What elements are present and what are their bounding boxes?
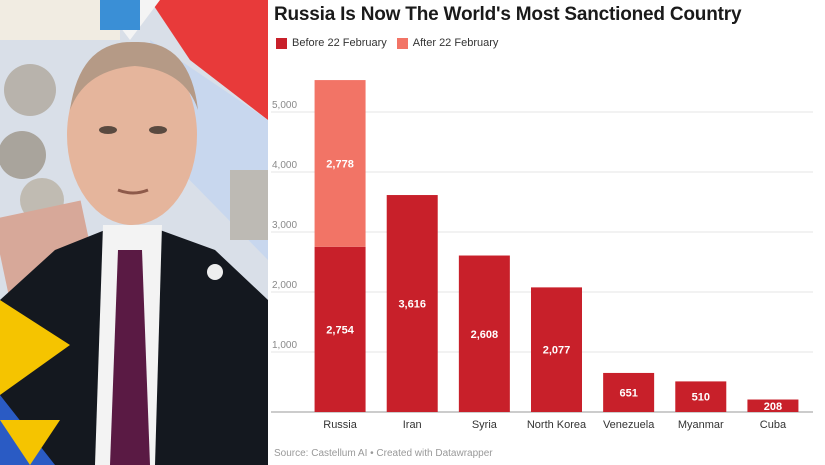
chart-title: Russia Is Now The World's Most Sanctione… <box>274 4 742 25</box>
legend-label-before: Before 22 February <box>292 37 387 49</box>
bar <box>386 195 438 412</box>
x-tick-label: Venezuela <box>603 419 655 431</box>
x-tick-label: Iran <box>403 419 422 431</box>
y-tick-label: 5,000 <box>272 100 297 111</box>
x-tick-label: Myanmar <box>678 419 724 431</box>
y-tick-label: 3,000 <box>272 220 297 231</box>
bar <box>458 255 510 412</box>
bar <box>314 246 366 412</box>
portrait-photo <box>0 0 268 465</box>
y-tick-label: 2,000 <box>272 280 297 291</box>
legend-item-before: Before 22 February <box>276 37 387 49</box>
bar-data-label: 2,608 <box>471 329 499 341</box>
legend-item-after: After 22 February <box>396 37 499 49</box>
bar <box>747 399 799 412</box>
bar-data-label: 2,778 <box>326 158 354 170</box>
bar-data-label: 2,077 <box>543 345 571 357</box>
legend: Before 22 February After 22 February <box>276 37 498 49</box>
bar-data-label: 2,754 <box>326 324 354 336</box>
legend-label-after: After 22 February <box>412 37 499 49</box>
x-tick-label: North Korea <box>527 419 587 431</box>
portrait-illustration <box>0 0 268 465</box>
bar-data-label: 3,616 <box>398 299 426 311</box>
legend-swatch-after <box>396 37 408 49</box>
y-tick-label: 1,000 <box>272 340 297 351</box>
bar <box>531 287 582 412</box>
bar-chart: 1,000 2,000 3,000 4,000 5,000 2,754 2,778 Russi… <box>271 80 813 431</box>
chart-panel: Russia Is Now The World's Most Sanctione… <box>268 0 825 465</box>
bar-data-label: 651 <box>619 387 637 399</box>
x-tick-label: Russia <box>323 419 358 431</box>
bar-data-label: 208 <box>764 401 782 413</box>
legend-swatch-before <box>276 37 287 49</box>
y-tick-label: 4,000 <box>272 160 297 171</box>
source-note: Source: Castellum AI • Created with Data… <box>274 448 493 459</box>
x-tick-label: Syria <box>472 419 498 431</box>
bar <box>314 80 366 247</box>
bar-data-label: 510 <box>692 392 710 404</box>
bar <box>675 381 727 412</box>
x-tick-label: Cuba <box>760 419 787 431</box>
bar <box>603 372 655 412</box>
